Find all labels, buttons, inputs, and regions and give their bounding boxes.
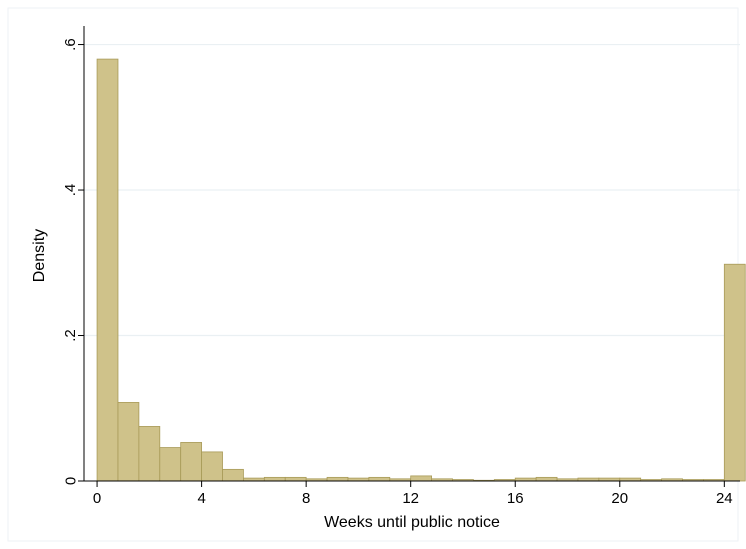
x-tick-label-1: 4: [197, 490, 205, 507]
histogram-bar-0: [96, 58, 119, 482]
y-tick-label-2: .4: [62, 184, 79, 197]
histogram-bar-13: [368, 476, 391, 482]
y-axis-title: Density: [31, 229, 48, 282]
x-tick-label-3: 12: [402, 490, 419, 507]
histogram-bar-2: [138, 426, 161, 482]
histogram-bar-4: [180, 442, 203, 482]
x-tick-label-5: 20: [611, 490, 628, 507]
histogram-bar-6: [222, 468, 244, 482]
histogram-bar-3: [159, 447, 182, 482]
histogram-bar-1: [117, 402, 140, 482]
y-tick-label-0: 0: [62, 477, 79, 485]
x-axis-title: Weeks until public notice: [324, 514, 500, 531]
y-tick-label-3: .6: [62, 38, 79, 51]
x-tick-label-6: 24: [716, 490, 733, 507]
axes: [83, 26, 740, 482]
histogram-bar-8: [263, 476, 286, 482]
y-tick-label-1: .2: [62, 329, 79, 342]
histogram-bar-9: [284, 476, 307, 482]
histogram-bar-30: [723, 263, 746, 482]
x-tick-label-2: 8: [302, 490, 310, 507]
histogram-bar-5: [201, 451, 223, 482]
histogram-bar-11: [326, 476, 349, 482]
x-axis-ticks: 0 4 8 12 16 20 24: [93, 481, 733, 507]
histogram-bars: [96, 58, 746, 482]
histogram-bar-21: [535, 476, 558, 482]
y-axis-ticks: 0 .2 .4 .6: [62, 38, 84, 485]
x-tick-label-0: 0: [93, 490, 101, 507]
x-tick-label-4: 16: [507, 490, 524, 507]
grid-lines: [84, 43, 740, 337]
histogram-bar-15: [410, 475, 433, 482]
